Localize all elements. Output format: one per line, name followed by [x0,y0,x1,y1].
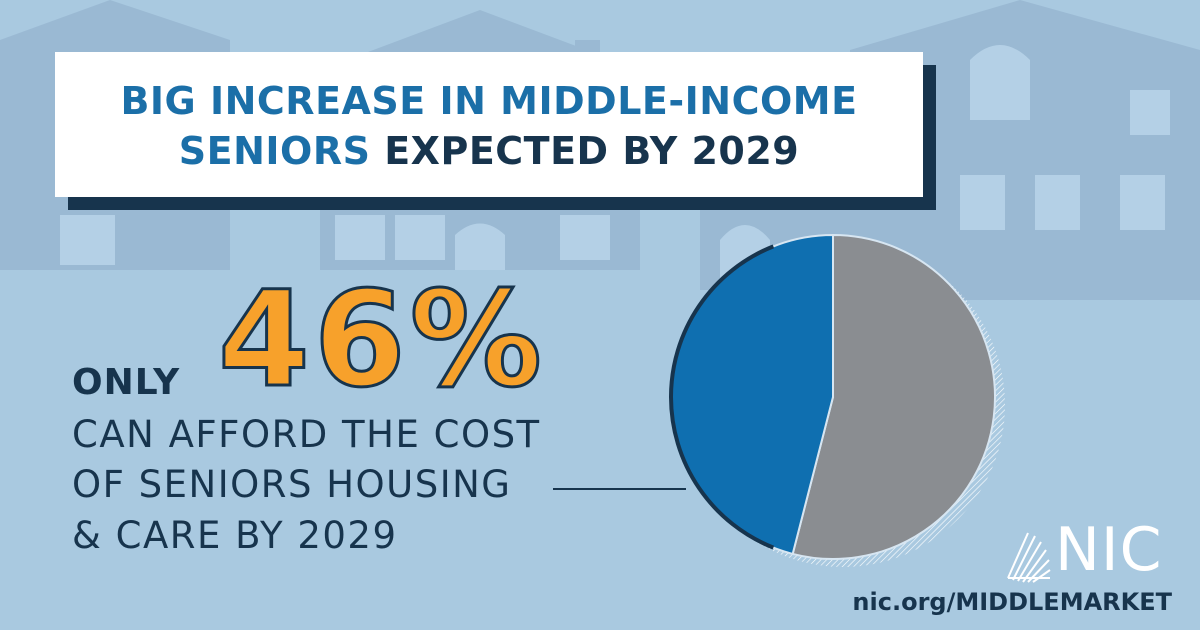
pie-slice-remaining [791,233,996,560]
description-line-3: & CARE BY 2029 [72,514,398,557]
only-label: ONLY [72,362,181,403]
title-line-1: BIG INCREASE IN MIDDLE-INCOME [120,79,858,123]
description-line-1: CAN AFFORD THE COST [72,413,541,456]
website-url: nic.org/MIDDLEMARKET [852,588,1172,616]
description-line-2: OF SENIORS HOUSING [72,463,512,506]
callout-connector-line [553,488,686,490]
percent-callout: 46% [217,263,546,417]
title-line-2: SENIORS EXPECTED BY 2029 [55,128,923,174]
title-card: BIG INCREASE IN MIDDLE-INCOME SENIORS EX… [55,52,923,197]
pie-rim [669,244,775,550]
title-highlight: SENIORS [178,129,371,173]
title-rest: EXPECTED BY 2029 [370,129,800,173]
nic-logo-text: NIC [1055,515,1163,585]
nic-logo-icon [1007,532,1051,583]
